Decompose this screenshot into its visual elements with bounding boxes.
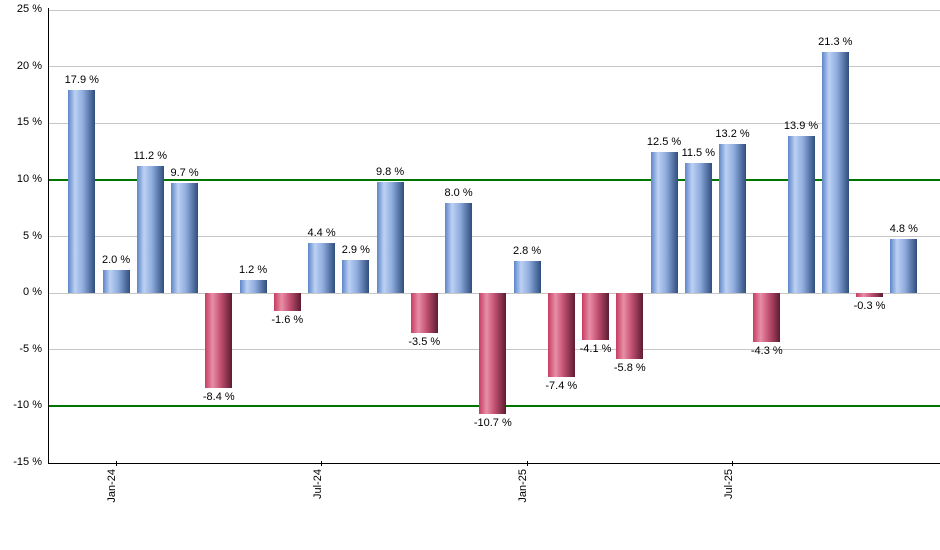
- bar-negative: [479, 293, 507, 415]
- y-axis-tick-label: 20 %: [16, 59, 42, 72]
- y-axis-tick-label: -5 %: [19, 342, 42, 355]
- gridline: [48, 66, 940, 68]
- y-axis-tick-label: -10 %: [13, 399, 42, 412]
- bar-positive: [136, 166, 164, 294]
- bar-value-label: -3.5 %: [408, 335, 441, 348]
- bar-positive: [308, 243, 336, 294]
- bar-value-label: 17.9 %: [64, 74, 99, 87]
- y-axis-tick-label: 0 %: [23, 286, 42, 299]
- x-axis-line: [48, 463, 940, 464]
- bar-positive: [513, 261, 541, 294]
- y-axis-tick-label: -15 %: [13, 456, 42, 468]
- bar-value-label: 9.8 %: [375, 166, 405, 179]
- bar-positive: [376, 182, 404, 294]
- bar-value-label: 11.2 %: [133, 150, 168, 163]
- x-axis-tick: [526, 461, 528, 466]
- x-axis-tick-label: Jan-25: [517, 469, 530, 503]
- bar-value-label: 2.8 %: [512, 245, 542, 258]
- x-axis-tick: [115, 461, 117, 466]
- y-axis-tick-label: 5 %: [23, 229, 42, 242]
- bar-negative: [410, 293, 438, 333]
- bar-value-label: -0.3 %: [853, 299, 886, 312]
- bar-positive: [68, 90, 96, 294]
- bar-value-label: 13.2 %: [715, 127, 750, 140]
- x-axis-tick-label: Jul-24: [311, 469, 324, 499]
- bar-value-label: -7.4 %: [545, 379, 578, 392]
- bar-negative: [856, 293, 884, 297]
- bar-value-label: 13.9 %: [783, 119, 819, 132]
- bar-value-label: 8.0 %: [444, 186, 473, 199]
- bar-value-label: -8.4 %: [202, 391, 235, 404]
- bar-positive: [719, 143, 747, 294]
- bar-value-label: 2.9 %: [341, 244, 370, 257]
- bar-value-label: 2.0 %: [101, 254, 131, 267]
- x-axis-tick: [732, 461, 734, 466]
- y-axis-tick-label: 10 %: [16, 172, 42, 185]
- bar-negative: [547, 293, 575, 377]
- bar-value-label: 4.4 %: [307, 227, 336, 240]
- bar-negative: [753, 293, 781, 342]
- bar-positive: [890, 238, 918, 294]
- bar-positive: [239, 279, 267, 294]
- bar-positive: [787, 135, 815, 294]
- bar-positive: [445, 202, 473, 294]
- bar-positive: [102, 270, 130, 294]
- x-axis-tick-label: Jan-24: [106, 469, 119, 503]
- bar-value-label: 12.5 %: [646, 135, 682, 148]
- bar-positive: [171, 183, 199, 294]
- bar-value-label: 21.3 %: [818, 35, 853, 48]
- bar-negative: [582, 293, 610, 340]
- bar-negative: [616, 293, 644, 359]
- bar-value-label: 1.2 %: [238, 263, 268, 276]
- y-axis-line: [48, 8, 49, 464]
- bar-positive: [650, 151, 678, 294]
- bar-positive: [821, 51, 849, 294]
- y-axis-tick-label: 15 %: [16, 116, 42, 129]
- bar-value-label: -1.6 %: [271, 314, 304, 327]
- bar-value-label: -4.1 %: [579, 342, 612, 355]
- x-axis-tick: [321, 461, 323, 466]
- x-axis-tick-label: Jul-25: [722, 469, 735, 499]
- gridline: [48, 236, 940, 237]
- bar-value-label: -5.8 %: [613, 361, 646, 374]
- reference-line: [48, 178, 940, 181]
- bar-positive: [342, 260, 370, 294]
- bar-negative: [205, 293, 233, 389]
- bar-value-label: 11.5 %: [681, 146, 716, 159]
- bar-negative: [273, 293, 301, 312]
- y-axis-tick-label: 25 %: [16, 3, 42, 15]
- bar-positive: [684, 162, 712, 294]
- gridline: [48, 122, 940, 124]
- bar-value-label: 4.8 %: [889, 222, 918, 235]
- bar-value-label: 9.7 %: [170, 167, 199, 180]
- bar-value-label: -10.7 %: [473, 417, 512, 430]
- bar-value-label: -4.3 %: [750, 344, 783, 357]
- gridline: [48, 9, 940, 11]
